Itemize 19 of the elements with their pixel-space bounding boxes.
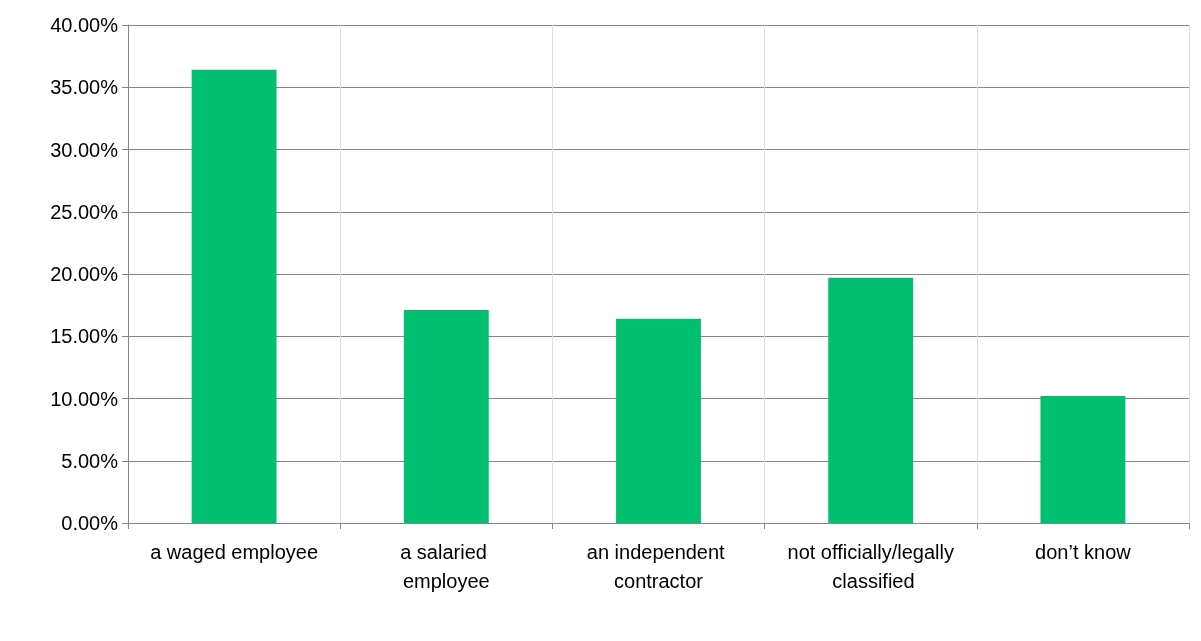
y-tick-label: 25.00% bbox=[50, 200, 119, 223]
x-tick-label: a salaried employee bbox=[400, 540, 493, 592]
x-tick-label: a waged employee bbox=[150, 540, 319, 563]
bar bbox=[1040, 396, 1126, 523]
y-tick-label: 5.00% bbox=[61, 449, 119, 472]
bar bbox=[403, 310, 489, 523]
bar bbox=[616, 318, 701, 523]
y-tick-label: 35.00% bbox=[50, 76, 119, 99]
bar bbox=[828, 277, 914, 523]
y-tick-label: 30.00% bbox=[50, 138, 119, 161]
x-tick-label: not officially/legally classified bbox=[787, 540, 954, 592]
y-tick-label: 15.00% bbox=[50, 325, 119, 348]
bar bbox=[191, 69, 277, 523]
y-tick-label: 10.00% bbox=[50, 387, 119, 410]
x-tick-label: don’t know bbox=[1035, 540, 1132, 563]
y-tick-label: 0.00% bbox=[61, 512, 119, 534]
y-tick-label: 40.00% bbox=[50, 14, 119, 36]
y-tick-label: 20.00% bbox=[50, 263, 119, 285]
x-tick-label: an independent contractor bbox=[586, 540, 731, 592]
